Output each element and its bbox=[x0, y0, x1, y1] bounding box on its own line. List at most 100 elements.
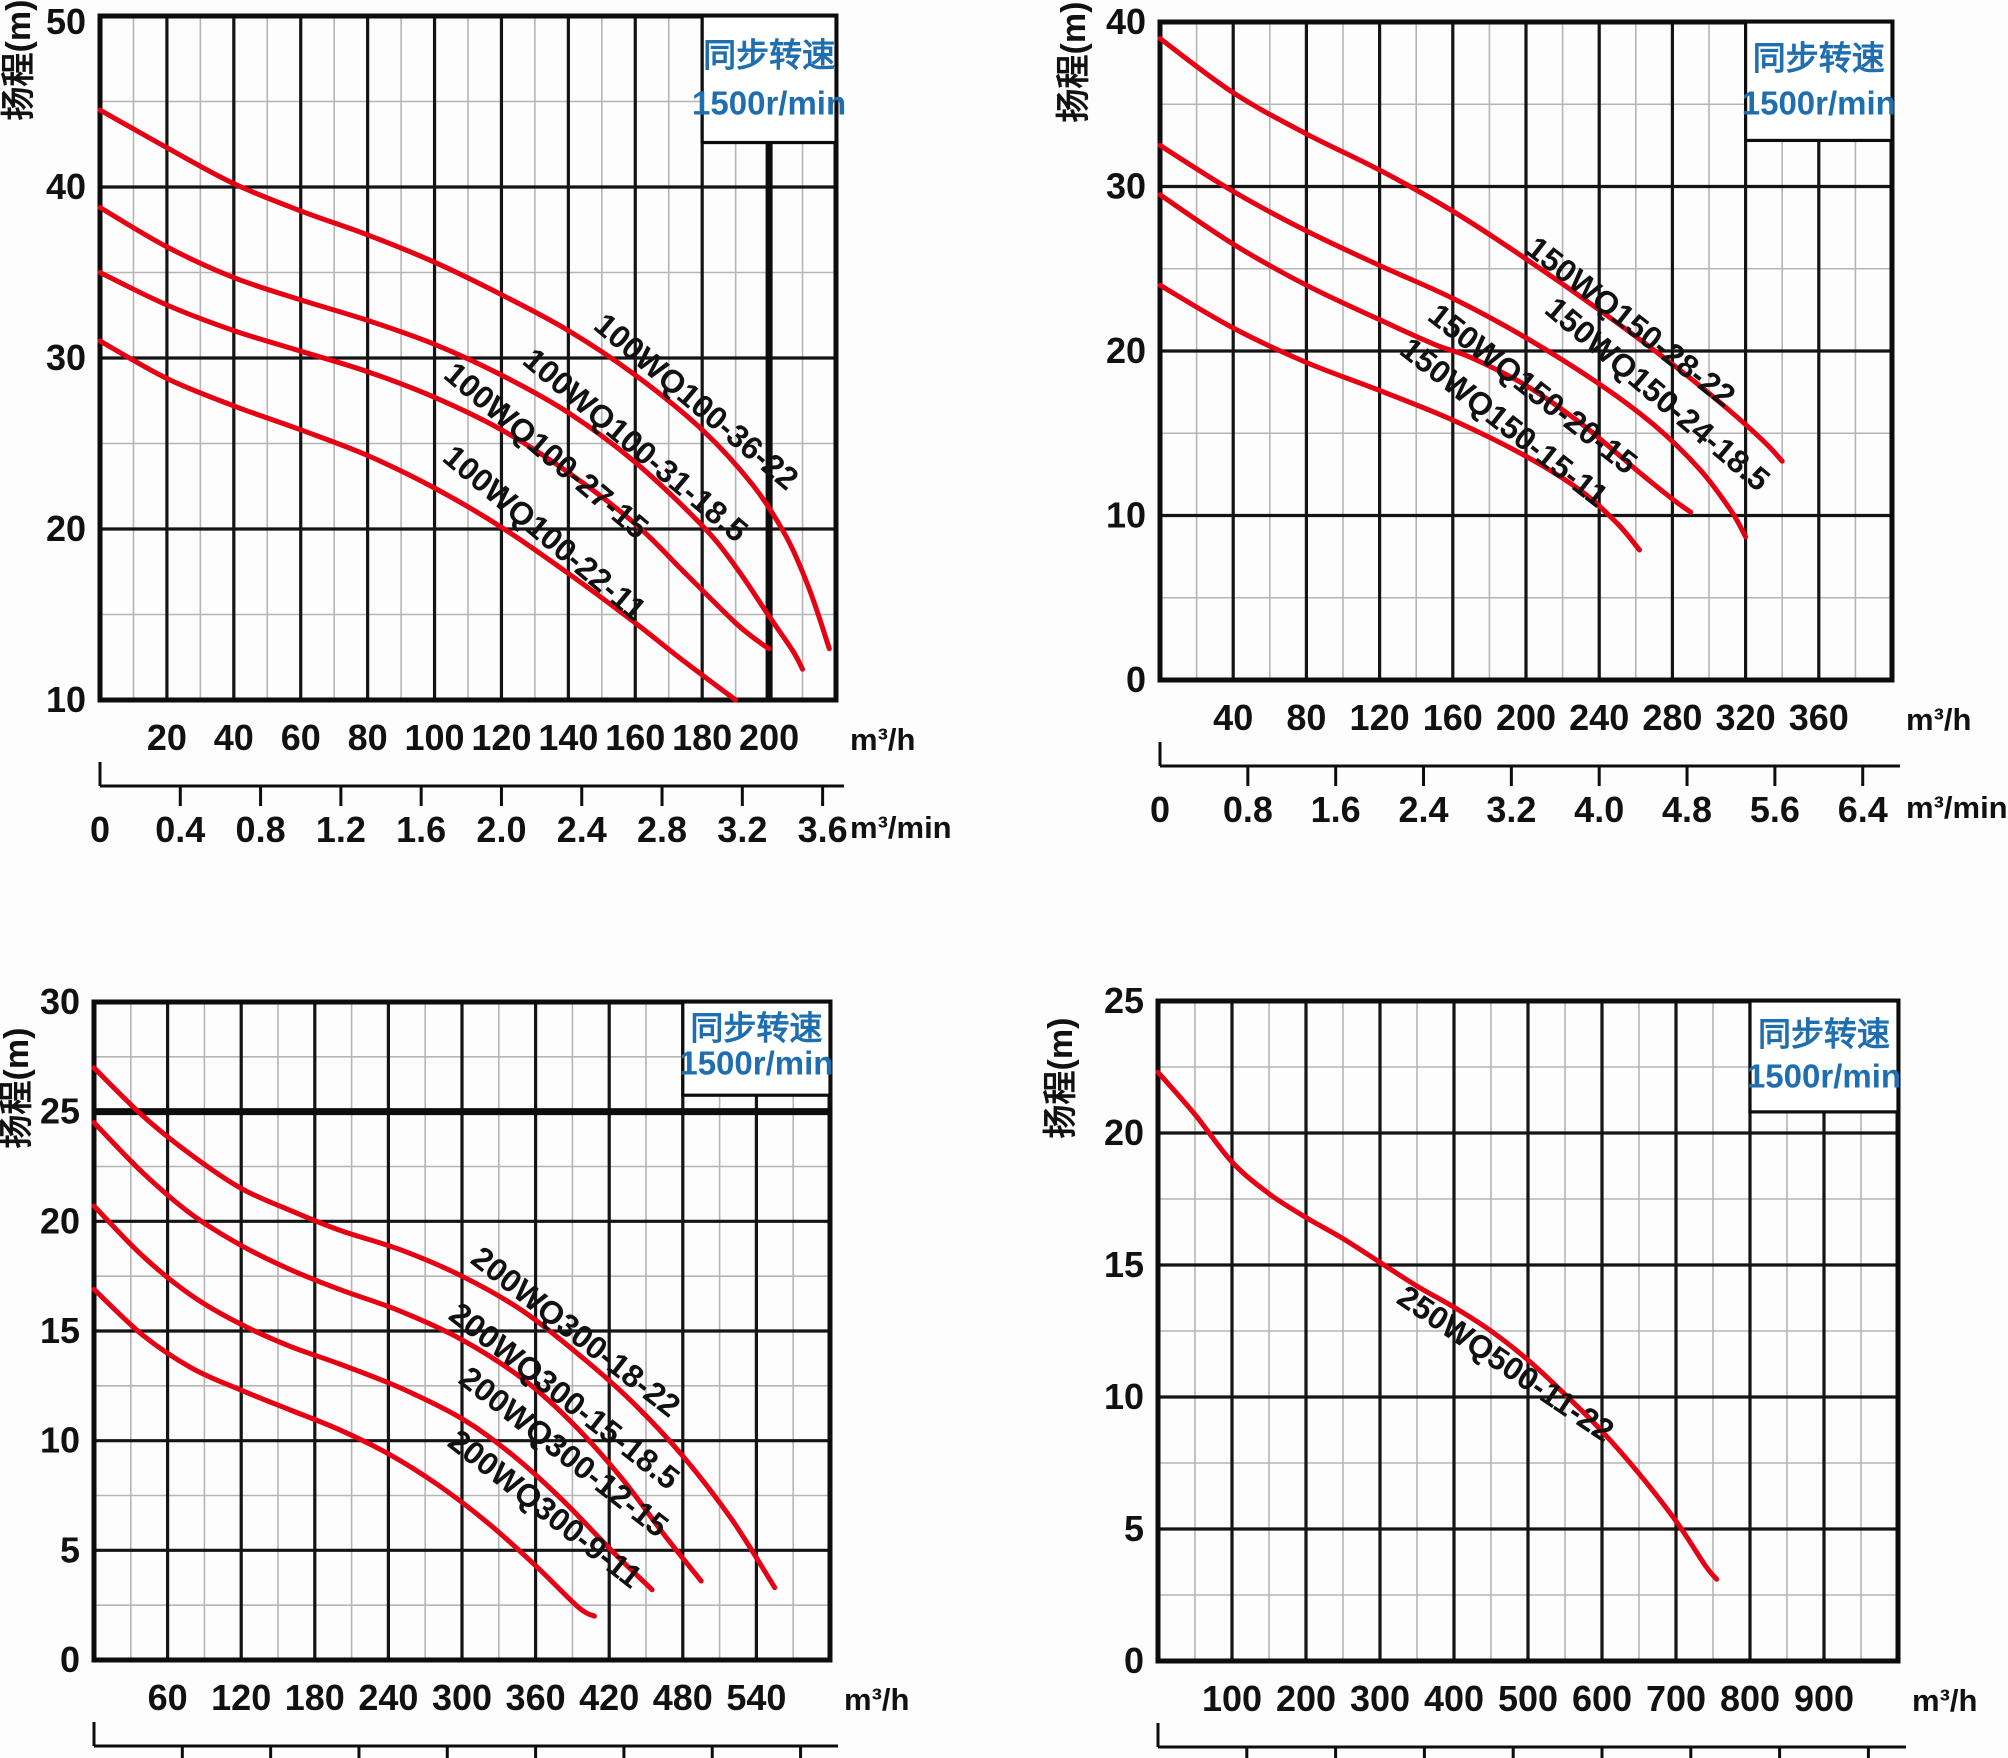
curve-label-250WQ500-11-22: 250WQ500-11-22 bbox=[1391, 1278, 1621, 1449]
flow-min-tick-label: 5.6 bbox=[1750, 789, 1800, 830]
x-tick-label: 360 bbox=[506, 1677, 566, 1718]
y-axis-title: 扬程(m) bbox=[1042, 1018, 1080, 1139]
x-tick-label: 200 bbox=[739, 717, 799, 758]
y-tick-label: 15 bbox=[1104, 1244, 1144, 1285]
flow-min-tick-label: 1.6 bbox=[1311, 789, 1361, 830]
x-tick-label: 300 bbox=[1350, 1678, 1410, 1719]
x-tick-label: 240 bbox=[1569, 697, 1629, 738]
flow-min-tick-label: 4.8 bbox=[1662, 789, 1712, 830]
y-tick-label: 10 bbox=[40, 1420, 80, 1461]
y-tick-label: 20 bbox=[40, 1200, 80, 1241]
y-tick-label: 20 bbox=[46, 508, 86, 549]
plot-border bbox=[1157, 19, 1895, 683]
chart-bottom-right: 同步转速 1500r/min 250WQ500-11-22 0 5 10 15 20 25 100… bbox=[1042, 980, 1977, 1758]
x-tick-label: 180 bbox=[285, 1677, 345, 1718]
x-tick-label: 40 bbox=[1213, 697, 1253, 738]
y-tick-label: 25 bbox=[1104, 980, 1144, 1021]
speed-label-line2: 1500r/min bbox=[692, 85, 846, 122]
flow-min-tick-label: 1.2 bbox=[316, 809, 366, 850]
flow-min-tick-label: 6.4 bbox=[1838, 789, 1888, 830]
flow-min-tick-label: 0 bbox=[90, 809, 110, 850]
x-tick-label: 800 bbox=[1720, 1678, 1780, 1719]
chart-bottom-left: 同步转速1500r/min200WQ300-18-22200WQ300-15-1… bbox=[0, 981, 909, 1758]
curve-100WQ100-27-15 bbox=[97, 270, 772, 652]
speed-label-line1: 同步转速 bbox=[1753, 39, 1885, 76]
plot-border bbox=[1155, 998, 1901, 1664]
flow-min-tick-label: 2.8 bbox=[637, 809, 687, 850]
curve-100WQ100-22-11 bbox=[97, 338, 739, 703]
flow-min-tick-label: 2.4 bbox=[1398, 789, 1448, 830]
x-tick-label: 160 bbox=[1423, 697, 1483, 738]
flow-min-tick-label: 0.4 bbox=[155, 809, 205, 850]
x-tick-label: 160 bbox=[605, 717, 665, 758]
speed-label-line2: 1500r/min bbox=[1742, 84, 1896, 121]
x-tick-label: 100 bbox=[405, 717, 465, 758]
x-tick-label: 700 bbox=[1646, 1678, 1706, 1719]
x-tick-label: 500 bbox=[1498, 1678, 1558, 1719]
curve-100WQ100-31-18.5 bbox=[97, 205, 805, 672]
x-tick-label: 240 bbox=[358, 1677, 418, 1718]
flow-min-tick-label: 2.4 bbox=[557, 809, 607, 850]
x-tick-label: 200 bbox=[1496, 697, 1556, 738]
y-axis-title: 扬程(m) bbox=[0, 1028, 36, 1149]
y-tick-label: 10 bbox=[1106, 495, 1146, 536]
x-tick-label: 360 bbox=[1789, 697, 1849, 738]
y-tick-label: 40 bbox=[1106, 1, 1146, 42]
unit-m3h: m³/h bbox=[1912, 1683, 1977, 1718]
y-tick-label: 10 bbox=[1104, 1376, 1144, 1417]
curve-100WQ100-36-22 bbox=[97, 107, 832, 652]
x-tick-label: 900 bbox=[1794, 1678, 1854, 1719]
flow-min-tick-label: 4.0 bbox=[1574, 789, 1624, 830]
y-tick-label: 5 bbox=[1124, 1508, 1144, 1549]
grid-major bbox=[1158, 1001, 1898, 1661]
x-tick-label: 20 bbox=[147, 717, 187, 758]
unit-m3h: m³/h bbox=[850, 722, 915, 757]
curve-200WQ300-9-11 bbox=[91, 1286, 597, 1619]
flow-min-tick-label: 2.0 bbox=[476, 809, 526, 850]
x-tick-label: 100 bbox=[1202, 1678, 1262, 1719]
x-tick-label: 180 bbox=[672, 717, 732, 758]
unit-m3h: m³/h bbox=[844, 1682, 909, 1717]
flow-min-tick-label: 0.8 bbox=[236, 809, 286, 850]
flow-min-tick-label: 3.2 bbox=[1486, 789, 1536, 830]
x-tick-label: 60 bbox=[281, 717, 321, 758]
x-tick-label: 120 bbox=[1350, 697, 1410, 738]
unit-m3min: m³/min bbox=[1906, 790, 2008, 825]
y-tick-label: 30 bbox=[40, 981, 80, 1022]
y-tick-label: 40 bbox=[46, 166, 86, 207]
y-tick-label: 5 bbox=[60, 1529, 80, 1570]
curve-150WQ150-24-18.5 bbox=[1157, 142, 1749, 540]
y-tick-label: 10 bbox=[46, 679, 86, 720]
y-tick-label: 0 bbox=[60, 1639, 80, 1680]
unit-m3h: m³/h bbox=[1906, 702, 1971, 737]
x-tick-label: 600 bbox=[1572, 1678, 1632, 1719]
x-tick-label: 420 bbox=[579, 1677, 639, 1718]
unit-m3min: m³/min bbox=[850, 810, 952, 845]
curve-150WQ150-28-22 bbox=[1157, 35, 1785, 464]
flow-min-tick-label: 0.8 bbox=[1223, 789, 1273, 830]
y-axis-title: 扬程(m) bbox=[1055, 2, 1093, 123]
chart-top-right: 同步转速1500r/min150WQ150-28-22150WQ150-24-1… bbox=[1055, 1, 2008, 830]
y-tick-label: 30 bbox=[46, 337, 86, 378]
flow-min-tick-label: 1.6 bbox=[396, 809, 446, 850]
speed-box bbox=[1743, 20, 1894, 143]
y-tick-label: 20 bbox=[1104, 1112, 1144, 1153]
y-tick-label: 50 bbox=[46, 1, 86, 42]
speed-label-line1: 同步转速 bbox=[690, 1009, 822, 1046]
curve-label-100WQ100-36-22: 100WQ100-36-22 bbox=[588, 306, 806, 497]
y-tick-label: 15 bbox=[40, 1310, 80, 1351]
x-tick-label: 480 bbox=[653, 1677, 713, 1718]
y-tick-label: 30 bbox=[1106, 166, 1146, 207]
y-tick-label: 0 bbox=[1126, 659, 1146, 700]
x-tick-label: 40 bbox=[214, 717, 254, 758]
x-tick-label: 400 bbox=[1424, 1678, 1484, 1719]
x-tick-label: 200 bbox=[1276, 1678, 1336, 1719]
speed-label-line1: 同步转速 bbox=[703, 37, 835, 74]
y-tick-label: 25 bbox=[40, 1091, 80, 1132]
speed-label-line2: 1500r/min bbox=[1747, 1057, 1901, 1094]
x-tick-label: 60 bbox=[148, 1677, 188, 1718]
curve-150WQ150-20-15 bbox=[1157, 192, 1694, 515]
speed-box bbox=[700, 14, 838, 145]
